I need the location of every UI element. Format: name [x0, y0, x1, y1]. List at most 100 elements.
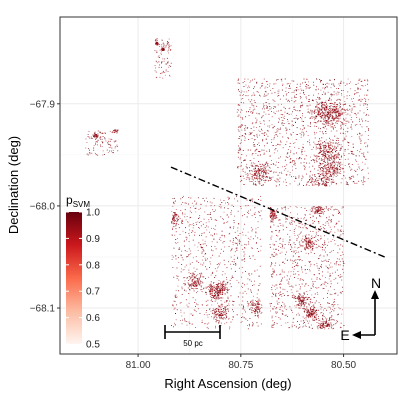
data-point	[243, 184, 245, 185]
data-point	[318, 165, 320, 166]
data-point	[314, 109, 316, 111]
data-point	[282, 147, 284, 149]
data-point	[322, 83, 324, 85]
data-point	[293, 160, 295, 161]
data-point	[271, 212, 273, 213]
data-point	[334, 106, 336, 108]
data-point	[327, 182, 329, 183]
data-point	[260, 123, 262, 124]
data-point	[179, 248, 181, 250]
data-point	[326, 217, 328, 219]
data-point	[249, 279, 251, 281]
data-point	[253, 157, 255, 159]
data-point	[181, 219, 183, 221]
data-point	[324, 173, 326, 175]
data-point	[281, 296, 283, 297]
data-point	[277, 143, 279, 145]
data-point	[242, 308, 244, 310]
data-point	[280, 273, 282, 275]
data-point	[180, 203, 182, 205]
data-point	[208, 213, 210, 215]
data-point	[317, 239, 319, 240]
data-point	[251, 123, 253, 125]
data-point	[354, 93, 356, 94]
data-point	[353, 98, 354, 99]
data-point	[308, 303, 309, 305]
data-point	[245, 134, 247, 135]
data-point	[330, 109, 332, 111]
data-point	[205, 311, 207, 313]
data-point	[332, 250, 334, 251]
data-point	[241, 259, 243, 261]
data-point	[325, 113, 327, 115]
data-point	[320, 113, 322, 115]
data-point	[338, 108, 340, 110]
data-point	[276, 307, 278, 309]
data-point	[257, 154, 259, 156]
data-point	[200, 246, 202, 248]
data-point	[254, 150, 256, 152]
data-point	[195, 276, 197, 278]
data-point	[218, 314, 220, 316]
data-point	[181, 220, 182, 222]
data-point	[258, 306, 260, 308]
data-point	[188, 197, 190, 198]
data-point	[334, 171, 336, 173]
data-point	[310, 246, 311, 248]
data-point	[181, 286, 183, 288]
data-point	[322, 212, 324, 213]
data-point	[236, 242, 238, 244]
data-point	[336, 223, 338, 224]
data-point	[324, 228, 326, 230]
data-point	[307, 322, 309, 324]
data-point	[202, 282, 204, 284]
data-point	[190, 286, 192, 288]
data-point	[276, 274, 278, 276]
data-point	[293, 271, 295, 273]
data-point	[281, 89, 283, 91]
data-point	[292, 220, 294, 222]
data-point	[320, 312, 322, 314]
data-point	[259, 307, 261, 309]
data-point	[301, 120, 303, 122]
data-point	[279, 172, 281, 174]
data-point	[244, 129, 246, 131]
data-point	[258, 173, 260, 175]
data-point	[259, 283, 261, 285]
data-point	[325, 114, 327, 116]
data-point	[309, 265, 311, 267]
data-point	[261, 176, 263, 178]
data-point	[193, 309, 195, 311]
data-point	[241, 109, 243, 111]
data-point	[277, 90, 279, 92]
data-point	[174, 234, 176, 236]
data-point	[291, 124, 293, 126]
data-point	[261, 185, 262, 186]
data-point	[326, 169, 327, 171]
data-point	[266, 133, 267, 135]
data-point	[351, 152, 353, 154]
data-point	[280, 79, 282, 81]
data-point	[327, 222, 329, 224]
data-point	[215, 315, 217, 316]
data-point	[195, 299, 197, 301]
data-point	[172, 219, 173, 220]
data-point	[212, 286, 214, 288]
data-point	[214, 295, 215, 297]
data-point	[330, 266, 332, 268]
data-point	[260, 199, 262, 201]
data-point	[315, 319, 317, 320]
data-point	[188, 203, 189, 205]
data-point	[326, 178, 328, 179]
data-point	[268, 103, 270, 105]
data-point	[347, 131, 349, 133]
data-point	[301, 238, 303, 240]
data-point	[258, 180, 260, 182]
data-point	[336, 94, 338, 96]
data-point	[327, 151, 328, 153]
data-point	[335, 112, 337, 114]
data-point	[313, 313, 314, 314]
data-point	[274, 101, 276, 102]
data-point	[217, 286, 219, 288]
data-point	[315, 287, 316, 288]
